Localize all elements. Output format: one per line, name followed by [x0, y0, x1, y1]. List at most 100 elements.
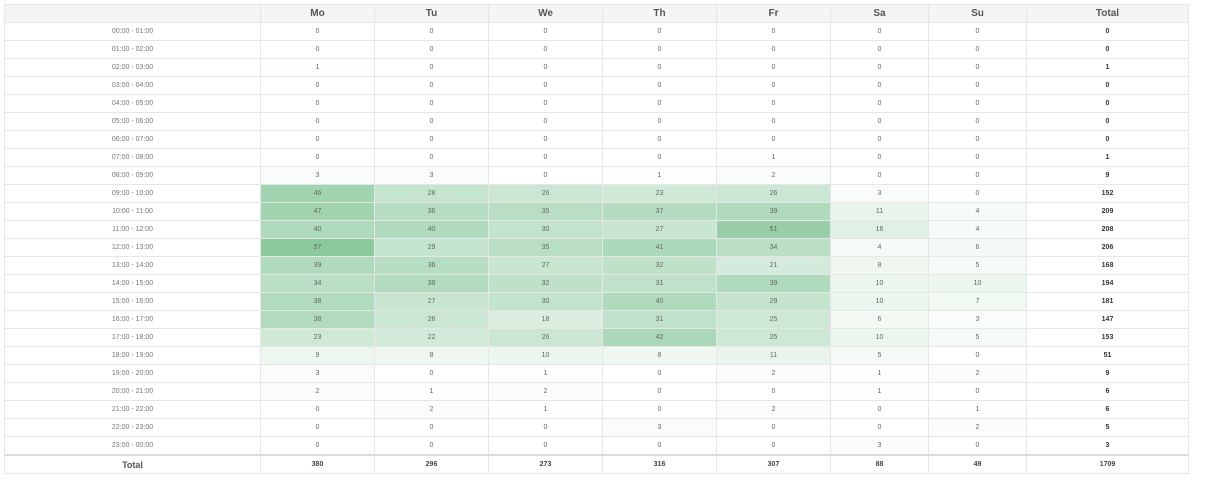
- hour-label: 21:00 - 22:00: [4, 400, 261, 419]
- row-total: 208: [1026, 220, 1189, 239]
- heat-cell-su: 5: [928, 256, 1027, 275]
- heat-cell-mo: 0: [260, 94, 375, 113]
- heat-cell-we: 35: [488, 202, 603, 221]
- table-row: 13:00 - 14:00 39 36 27 32 21 8 5 168: [4, 256, 1189, 275]
- heat-cell-we: 1: [488, 364, 603, 383]
- heat-cell-mo: 46: [260, 184, 375, 203]
- row-total: 6: [1026, 382, 1189, 401]
- heat-cell-su: 0: [928, 22, 1027, 41]
- table-row: 19:00 - 20:00 3 0 1 0 2 1 2 9: [4, 364, 1189, 383]
- row-total: 5: [1026, 418, 1189, 437]
- heat-cell-sa: 0: [830, 58, 929, 77]
- table-row: 05:00 - 06:00 0 0 0 0 0 0 0 0: [4, 112, 1189, 131]
- heat-cell-fr: 0: [716, 94, 831, 113]
- heat-cell-mo: 23: [260, 328, 375, 347]
- column-header-we: We: [488, 4, 603, 23]
- heat-cell-sa: 3: [830, 184, 929, 203]
- heat-cell-we: 0: [488, 166, 603, 185]
- heat-cell-su: 7: [928, 292, 1027, 311]
- heat-cell-sa: 1: [830, 364, 929, 383]
- table-row: 03:00 - 04:00 0 0 0 0 0 0 0 0: [4, 76, 1189, 95]
- heat-cell-fr: 39: [716, 202, 831, 221]
- heat-cell-we: 0: [488, 112, 603, 131]
- heat-cell-tu: 0: [374, 76, 489, 95]
- footer-total-mo: 380: [260, 454, 375, 474]
- heat-cell-mo: 34: [260, 274, 375, 293]
- heat-cell-fr: 29: [716, 292, 831, 311]
- table-row: 18:00 - 19:00 9 8 10 8 11 5 0 51: [4, 346, 1189, 365]
- footer-total-label: Total: [4, 454, 261, 474]
- heat-cell-fr: 51: [716, 220, 831, 239]
- footer-total-row: Total 380 296 273 316 307 88 49 1709: [4, 454, 1189, 474]
- heat-cell-su: 0: [928, 58, 1027, 77]
- heat-cell-mo: 1: [260, 58, 375, 77]
- table-row: 12:00 - 13:00 57 29 35 41 34 4 6 206: [4, 238, 1189, 257]
- heat-cell-tu: 36: [374, 202, 489, 221]
- heat-cell-fr: 0: [716, 436, 831, 456]
- heat-cell-th: 41: [602, 238, 717, 257]
- row-total: 0: [1026, 94, 1189, 113]
- heat-cell-sa: 1: [830, 382, 929, 401]
- hour-label: 02:00 - 03:00: [4, 58, 261, 77]
- heat-cell-we: 27: [488, 256, 603, 275]
- table-row: 20:00 - 21:00 2 1 2 0 0 1 0 6: [4, 382, 1189, 401]
- heat-cell-we: 0: [488, 22, 603, 41]
- heat-cell-su: 0: [928, 76, 1027, 95]
- heat-cell-fr: 34: [716, 238, 831, 257]
- heat-cell-mo: 2: [260, 382, 375, 401]
- heat-cell-fr: 0: [716, 130, 831, 149]
- hour-label: 15:00 - 16:00: [4, 292, 261, 311]
- heat-cell-we: 0: [488, 76, 603, 95]
- heat-cell-tu: 8: [374, 346, 489, 365]
- hour-label: 11:00 - 12:00: [4, 220, 261, 239]
- heat-cell-sa: 0: [830, 94, 929, 113]
- table-row: 01:00 - 02:00 0 0 0 0 0 0 0 0: [4, 40, 1189, 59]
- heat-cell-we: 32: [488, 274, 603, 293]
- heat-cell-we: 35: [488, 238, 603, 257]
- row-total: 206: [1026, 238, 1189, 257]
- heat-cell-sa: 0: [830, 76, 929, 95]
- heat-cell-su: 10: [928, 274, 1027, 293]
- heat-cell-we: 26: [488, 328, 603, 347]
- heat-cell-mo: 0: [260, 400, 375, 419]
- heat-cell-fr: 0: [716, 22, 831, 41]
- heat-cell-th: 1: [602, 166, 717, 185]
- heat-cell-mo: 47: [260, 202, 375, 221]
- heat-cell-th: 0: [602, 400, 717, 419]
- heat-cell-we: 0: [488, 130, 603, 149]
- table-row: 00:00 - 01:00 0 0 0 0 0 0 0 0: [4, 22, 1189, 41]
- row-total: 152: [1026, 184, 1189, 203]
- heat-cell-sa: 5: [830, 346, 929, 365]
- heat-cell-su: 0: [928, 436, 1027, 456]
- row-total: 1: [1026, 58, 1189, 77]
- row-total: 0: [1026, 76, 1189, 95]
- heat-cell-su: 0: [928, 94, 1027, 113]
- hour-label: 03:00 - 04:00: [4, 76, 261, 95]
- footer-total-sa: 88: [830, 454, 929, 474]
- heat-cell-su: 2: [928, 418, 1027, 437]
- heat-cell-tu: 1: [374, 382, 489, 401]
- heat-cell-mo: 38: [260, 310, 375, 329]
- heat-cell-we: 1: [488, 400, 603, 419]
- heat-cell-sa: 10: [830, 274, 929, 293]
- heat-cell-th: 0: [602, 112, 717, 131]
- heat-cell-th: 3: [602, 418, 717, 437]
- heat-cell-su: 1: [928, 400, 1027, 419]
- row-total: 168: [1026, 256, 1189, 275]
- heat-cell-fr: 2: [716, 364, 831, 383]
- footer-grand-total: 1709: [1026, 454, 1189, 474]
- heat-cell-su: 4: [928, 202, 1027, 221]
- heat-cell-tu: 28: [374, 184, 489, 203]
- heat-cell-th: 27: [602, 220, 717, 239]
- heat-cell-we: 30: [488, 220, 603, 239]
- heat-cell-su: 3: [928, 310, 1027, 329]
- heat-cell-su: 4: [928, 220, 1027, 239]
- heat-cell-tu: 0: [374, 22, 489, 41]
- table-row: 09:00 - 10:00 46 28 26 23 26 3 0 152: [4, 184, 1189, 203]
- heat-cell-we: 0: [488, 58, 603, 77]
- hour-label: 09:00 - 10:00: [4, 184, 261, 203]
- heat-cell-th: 37: [602, 202, 717, 221]
- heat-cell-tu: 0: [374, 364, 489, 383]
- heat-cell-tu: 3: [374, 166, 489, 185]
- heat-cell-th: 0: [602, 130, 717, 149]
